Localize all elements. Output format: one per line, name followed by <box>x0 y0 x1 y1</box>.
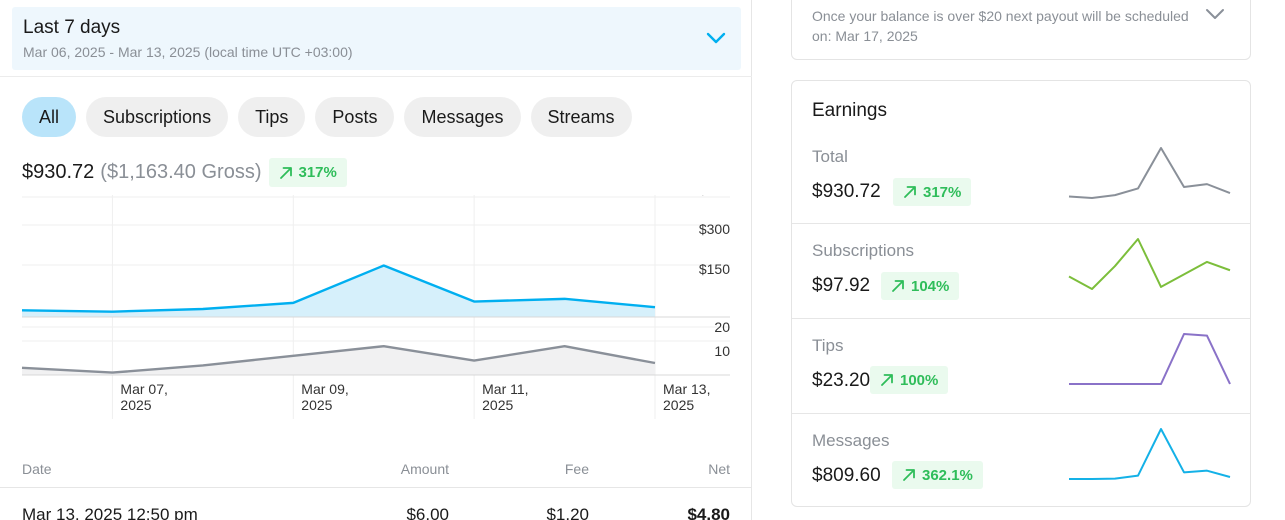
change-value: 317% <box>298 164 337 181</box>
date-range-selector[interactable]: Last 7 days Mar 06, 2025 - Mar 13, 2025 … <box>12 7 741 70</box>
filter-chip-messages[interactable]: Messages <box>404 97 521 137</box>
y-tick-label: $150 <box>699 261 730 277</box>
earnings-row-value: $23.20 <box>812 370 871 391</box>
total-sparkline <box>1068 147 1231 199</box>
sparkline-path <box>1069 333 1231 385</box>
x-tick-label: Mar 11, <box>482 381 528 397</box>
table-row-date: Mar 13, 2025 12:50 pm <box>22 505 198 520</box>
x-tick-label: Mar 13, <box>663 381 710 397</box>
divider <box>0 487 752 488</box>
sparkline-path <box>1068 238 1231 290</box>
x-tick-label: 2025 <box>301 397 332 413</box>
change-value: 104% <box>911 277 950 295</box>
change-badge: 317% <box>893 178 972 206</box>
divider <box>792 318 1250 319</box>
change-badge: 317% <box>268 158 347 187</box>
messages-sparkline <box>1069 428 1231 480</box>
earnings-row-subscriptions[interactable]: Subscriptions $97.92 104% <box>792 223 1250 318</box>
arrow-up-right-icon <box>279 166 292 179</box>
divider <box>792 223 1250 224</box>
change-badge: 100% <box>870 366 949 394</box>
sparkline-path <box>1068 147 1231 199</box>
earnings-row-value: $809.60 <box>812 465 881 486</box>
divider <box>0 76 752 77</box>
y-tick-label: $300 <box>699 221 730 237</box>
count-line <box>21 345 656 374</box>
earnings-row-label: Total <box>812 147 848 166</box>
category-filter-bar: All Subscriptions Tips Posts Messages St… <box>22 97 632 137</box>
date-range-title: Last 7 days <box>23 17 121 38</box>
column-header-date[interactable]: Date <box>22 461 52 477</box>
net-total: $930.72 <box>22 161 95 183</box>
change-badge: 104% <box>881 272 960 300</box>
arrow-up-right-icon <box>904 186 916 198</box>
earnings-title: Earnings <box>812 100 887 121</box>
earnings-row-label: Messages <box>812 431 890 450</box>
payout-card: Once your balance is over $20 next payou… <box>791 0 1251 60</box>
subscriptions-sparkline <box>1068 238 1231 290</box>
y-tick-label: 20 <box>714 319 730 335</box>
x-tick-label: Mar 07, <box>120 381 167 397</box>
statements-panel: Last 7 days Mar 06, 2025 - Mar 13, 2025 … <box>0 0 752 520</box>
earnings-row-value: $930.72 <box>812 181 881 202</box>
earnings-row-label: Tips <box>812 336 844 355</box>
divider <box>792 413 1250 414</box>
column-header-amount[interactable]: Amount <box>400 461 449 477</box>
change-value: 362.1% <box>922 466 973 484</box>
table-row-net: $4.80 <box>687 505 730 520</box>
filter-chip-all[interactable]: All <box>22 97 77 137</box>
earnings-row-value: $97.92 <box>812 275 871 296</box>
chevron-down-icon[interactable] <box>1204 5 1226 23</box>
filter-chip-streams[interactable]: Streams <box>530 97 632 137</box>
earnings-row-label: Subscriptions <box>812 241 915 260</box>
sparkline-path <box>1069 428 1231 480</box>
x-tick-label: 2025 <box>482 397 513 413</box>
arrow-up-right-icon <box>881 374 893 386</box>
x-tick-label: 2025 <box>120 397 151 413</box>
filter-chip-posts[interactable]: Posts <box>315 97 395 137</box>
earnings-card: Earnings Total $930.72 317% Subscription… <box>791 80 1251 507</box>
earnings-area <box>22 265 655 317</box>
table-row-fee: $1.20 <box>546 505 589 520</box>
payout-info-text: Once your balance is over $20 next payou… <box>812 8 1189 44</box>
earnings-row-tips[interactable]: Tips $23.20 100% <box>792 318 1250 413</box>
y-tick-label: $450 <box>699 195 730 197</box>
earnings-line <box>21 264 656 313</box>
chevron-down-icon[interactable] <box>705 29 727 47</box>
x-tick-label: Mar 09, <box>301 381 348 397</box>
arrow-up-right-icon <box>903 469 915 481</box>
x-tick-label: 2025 <box>663 397 694 413</box>
arrow-up-right-icon <box>892 280 904 292</box>
gross-total: ($1,163.40 Gross) <box>100 161 262 183</box>
change-value: 100% <box>900 371 939 389</box>
change-badge: 362.1% <box>892 461 983 489</box>
earnings-row-messages[interactable]: Messages $809.60 362.1% <box>792 413 1250 508</box>
y-tick-label: 10 <box>714 343 730 359</box>
table-row-amount: $6.00 <box>406 505 449 520</box>
filter-chip-subscriptions[interactable]: Subscriptions <box>86 97 229 137</box>
tips-sparkline <box>1069 333 1231 385</box>
change-value: 317% <box>923 183 962 201</box>
earnings-row-total[interactable]: Total $930.72 317% <box>792 134 1250 229</box>
column-header-net[interactable]: Net <box>708 461 730 477</box>
date-range-subtitle: Mar 06, 2025 - Mar 13, 2025 (local time … <box>23 44 353 60</box>
column-header-fee[interactable]: Fee <box>564 461 589 477</box>
filter-chip-tips[interactable]: Tips <box>238 97 306 137</box>
earnings-summary: $930.72 ($1,163.40 Gross) 317% <box>22 158 347 187</box>
